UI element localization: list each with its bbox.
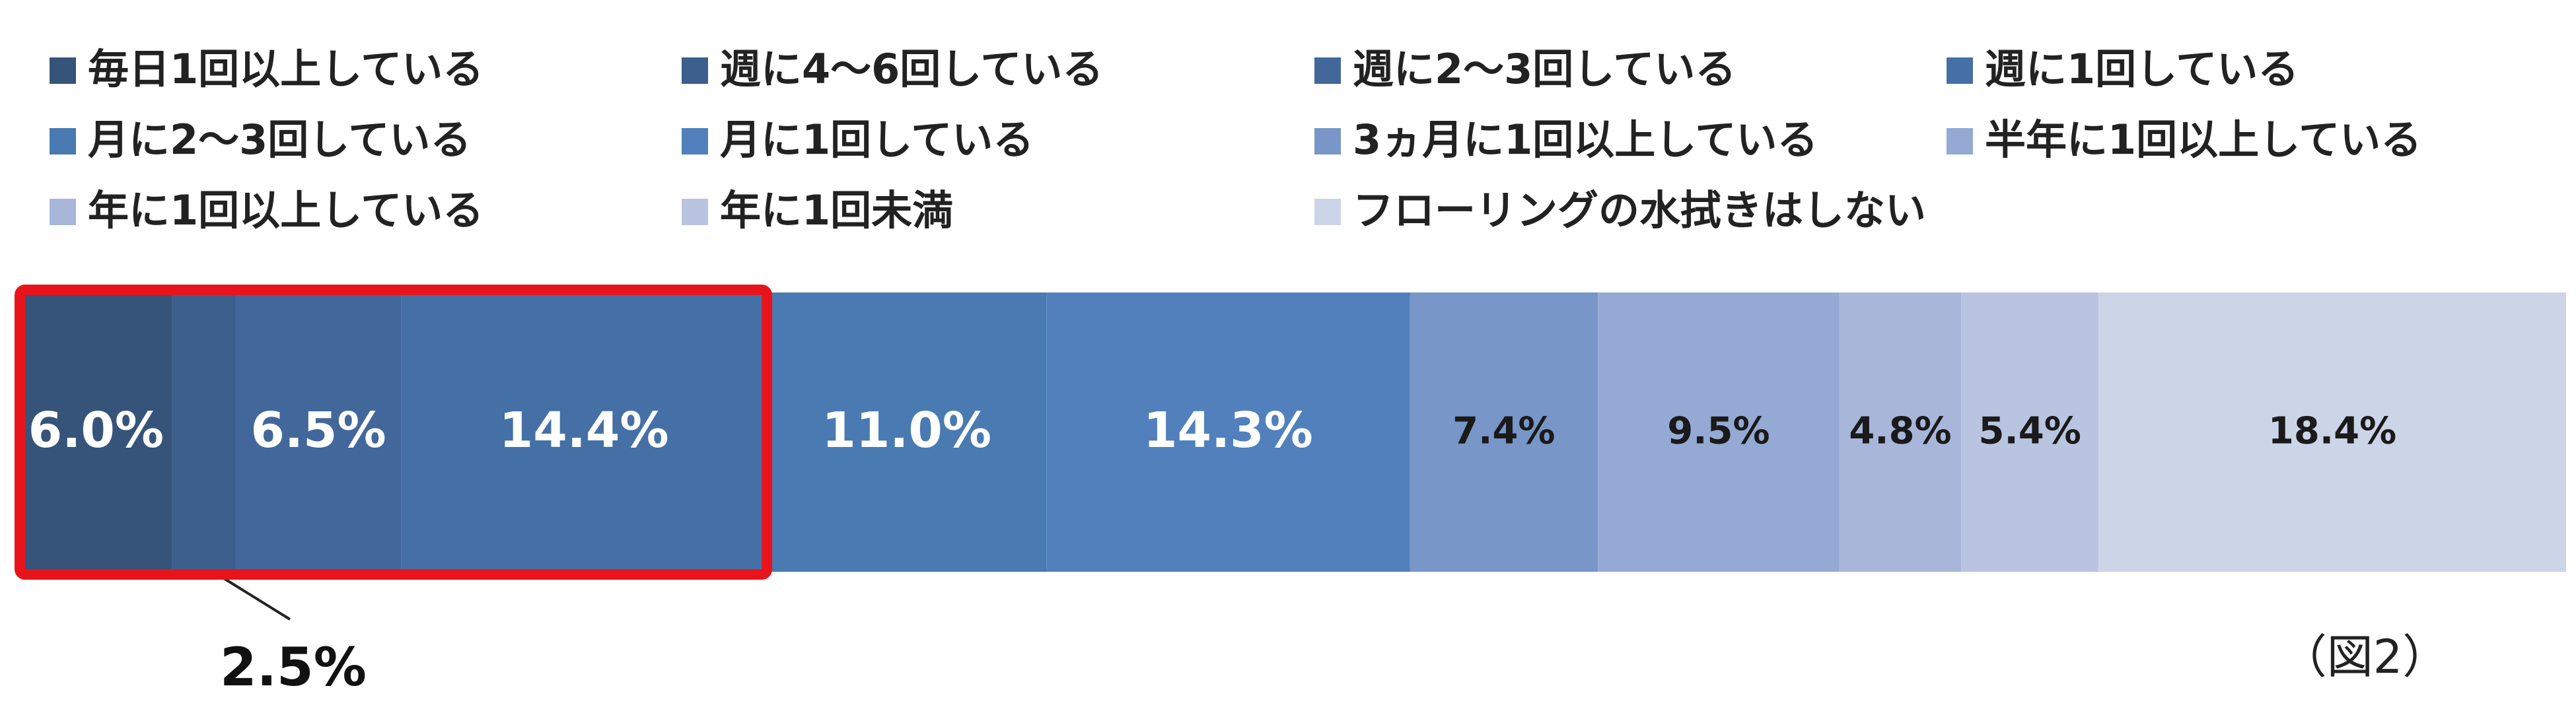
legend-label: 半年に1回以上している — [1985, 116, 2421, 164]
data-label: 7.4% — [1452, 410, 1555, 453]
data-label: 6.5% — [250, 402, 386, 459]
data-label: 4.8% — [1849, 410, 1951, 453]
legend-swatch — [50, 128, 76, 154]
bar-segment — [172, 292, 236, 572]
bar-segment — [20, 292, 172, 572]
legend-swatch — [1314, 128, 1341, 154]
data-label: 5.4% — [1979, 410, 2081, 453]
legend-label: 月に1回している — [720, 116, 1034, 164]
legend-swatch — [50, 199, 76, 225]
legend-swatch — [1947, 128, 1973, 154]
legend-swatch — [682, 128, 708, 154]
legend-label: 週に1回している — [1985, 45, 2299, 93]
legend-label: 週に2～3回している — [1353, 45, 1736, 93]
data-label: 9.5% — [1667, 410, 1770, 453]
bar-segment — [767, 292, 1047, 572]
data-label: 2.5% — [220, 636, 367, 698]
highlight-box — [15, 285, 773, 580]
legend-swatch — [1314, 199, 1341, 225]
leader-line — [223, 577, 291, 621]
bar-segment — [2098, 292, 2566, 572]
legend-swatch — [682, 199, 708, 225]
legend-swatch — [1314, 57, 1341, 84]
bar-segment — [1046, 292, 1410, 572]
data-label: 14.3% — [1143, 402, 1313, 459]
data-label: 6.0% — [28, 402, 164, 459]
legend-swatch — [682, 57, 708, 84]
bar-segment — [1839, 292, 1962, 572]
bar-segment — [401, 292, 768, 572]
legend-label: フローリングの水拭きはしない — [1353, 186, 1926, 234]
legend-label: 3ヵ月に1回以上している — [1353, 116, 1818, 164]
data-label: 11.0% — [822, 402, 991, 459]
legend-swatch — [50, 57, 76, 84]
data-label: 14.4% — [499, 402, 669, 459]
bar-segment — [1961, 292, 2099, 572]
bar-segment — [236, 292, 402, 572]
bar-segment — [1410, 292, 1598, 572]
legend-label: 毎日1回以上している — [88, 45, 483, 93]
legend-label: 年に1回未満 — [720, 186, 953, 234]
legend-label: 月に2～3回している — [88, 116, 471, 164]
legend-label: 年に1回以上している — [88, 186, 483, 234]
legend-swatch — [1947, 57, 1973, 84]
annotation: （図2） — [2281, 630, 2449, 684]
legend-label: 週に4～6回している — [720, 45, 1103, 93]
bar-segment — [1598, 292, 1840, 572]
data-label: 18.4% — [2268, 410, 2396, 453]
